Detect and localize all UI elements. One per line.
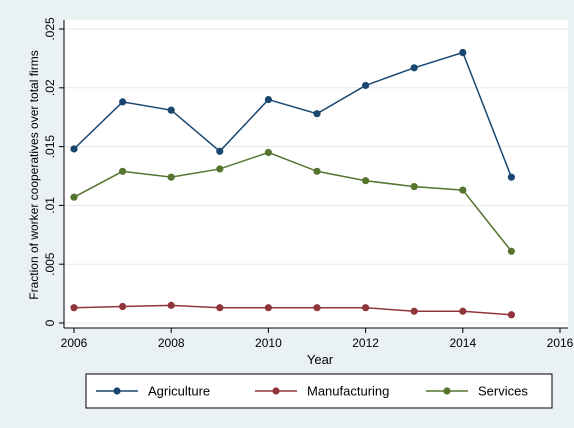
x-tick-label: 2008: [158, 336, 185, 350]
legend-label-manufacturing: Manufacturing: [307, 384, 389, 399]
data-point-manufacturing: [264, 304, 272, 312]
x-tick-label: 2014: [449, 336, 476, 350]
data-point-services: [167, 173, 175, 181]
data-point-agriculture: [362, 81, 370, 90]
x-tick-label: 2012: [352, 336, 379, 350]
data-point-services: [362, 177, 370, 185]
y-tick-label: .015: [43, 135, 57, 159]
data-point-agriculture: [410, 64, 418, 72]
data-point-manufacturing: [70, 304, 78, 312]
data-point-services: [459, 186, 467, 194]
legend-marker-services: [443, 387, 451, 395]
data-point-agriculture: [167, 106, 175, 114]
legend-label-services: Services: [478, 384, 528, 399]
data-point-agriculture: [216, 147, 224, 155]
data-point-services: [410, 182, 418, 191]
data-point-services: [507, 247, 515, 255]
x-tick-label: 2010: [255, 336, 282, 350]
y-tick-label: .025: [43, 17, 57, 41]
series-line-agriculture: [73, 51, 513, 178]
x-axis-title: Year: [307, 352, 334, 367]
y-tick-label: .005: [43, 252, 57, 276]
grid-lines: [64, 28, 568, 324]
legend-marker-manufacturing: [272, 387, 280, 395]
y-tick-label: .01: [43, 197, 57, 214]
data-point-services: [216, 165, 224, 173]
data-point-services: [119, 167, 127, 175]
data-point-manufacturing: [167, 301, 175, 309]
data-point-services: [70, 193, 78, 201]
series-layer: [70, 48, 515, 319]
axes: 0 .005 .01 .015 .02 .025 2006 2008 2010 2012 2014 2…: [43, 17, 574, 350]
data-point-manufacturing: [313, 304, 321, 312]
data-point-manufacturing: [459, 307, 467, 315]
y-tick-label: .02: [43, 79, 57, 96]
data-point-manufacturing: [119, 302, 127, 311]
x-tick-label: 2016: [547, 336, 574, 350]
legend: Agriculture Manufacturing Services: [96, 384, 528, 399]
legend-marker-agriculture: [113, 387, 121, 395]
data-point-agriculture: [507, 173, 515, 181]
data-point-agriculture: [313, 110, 321, 118]
data-point-agriculture: [70, 145, 78, 153]
legend-label-agriculture: Agriculture: [148, 384, 210, 399]
data-point-manufacturing: [507, 311, 515, 319]
series-line-services: [73, 151, 512, 252]
x-tick-label: 2006: [61, 336, 88, 350]
data-point-agriculture: [459, 48, 467, 57]
y-tick-label: 0: [43, 319, 57, 326]
data-point-manufacturing: [410, 307, 418, 315]
series-line-manufacturing: [73, 304, 512, 316]
legend-box: [85, 373, 553, 409]
data-point-manufacturing: [216, 304, 224, 312]
y-axis-title: Fraction of worker cooperatives over tot…: [27, 50, 41, 299]
data-point-agriculture: [264, 95, 272, 104]
data-point-services: [313, 167, 321, 175]
data-point-manufacturing: [362, 304, 370, 312]
data-point-services: [264, 148, 272, 157]
data-point-agriculture: [119, 98, 127, 106]
